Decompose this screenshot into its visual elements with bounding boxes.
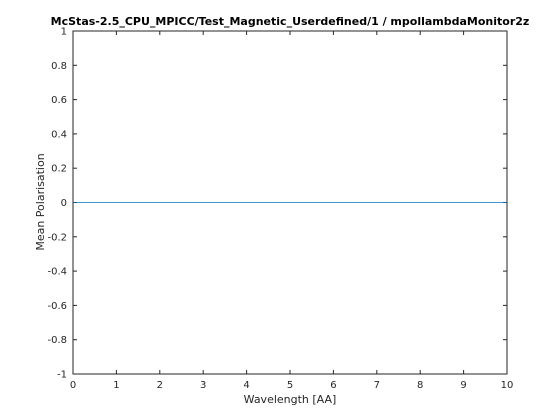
x-axis: 0 1 2 3 4 5 6 7 8 9 10 — [70, 31, 514, 391]
y-tick-label: -1 — [57, 370, 67, 381]
y-tick-label: -0.4 — [47, 267, 67, 278]
y-tick-label: -0.6 — [47, 301, 67, 312]
y-tick-label: 0.2 — [51, 164, 67, 175]
x-tick-label: 0 — [70, 380, 76, 391]
x-tick-label: 5 — [287, 380, 293, 391]
y-tick-label: -0.2 — [47, 232, 67, 243]
x-tick-label: 7 — [374, 380, 380, 391]
x-tick-label: 9 — [460, 380, 466, 391]
x-tick-label: 4 — [243, 380, 249, 391]
y-tick-label: 1 — [61, 27, 67, 38]
y-tick-label: 0.6 — [51, 95, 67, 106]
x-tick-label: 2 — [157, 380, 163, 391]
x-tick-label: 1 — [113, 380, 119, 391]
chart-title: McStas-2.5_CPU_MPICC/Test_Magnetic_Userd… — [51, 15, 530, 28]
x-tick-label: 8 — [417, 380, 423, 391]
y-tick-label: 0.8 — [51, 61, 67, 72]
y-axis: -1 -0.8 -0.6 -0.4 -0.2 0 0.2 0.4 0.6 0.8 1 — [47, 27, 507, 381]
y-tick-label: 0.4 — [51, 129, 67, 140]
y-tick-label: 0 — [61, 198, 67, 209]
x-axis-label: Wavelength [AA] — [244, 393, 337, 406]
y-tick-label: -0.8 — [47, 335, 67, 346]
x-tick-label: 3 — [200, 380, 206, 391]
y-axis-label: Mean Polarisation — [34, 153, 47, 250]
x-tick-label: 10 — [501, 380, 514, 391]
x-tick-label: 6 — [330, 380, 336, 391]
